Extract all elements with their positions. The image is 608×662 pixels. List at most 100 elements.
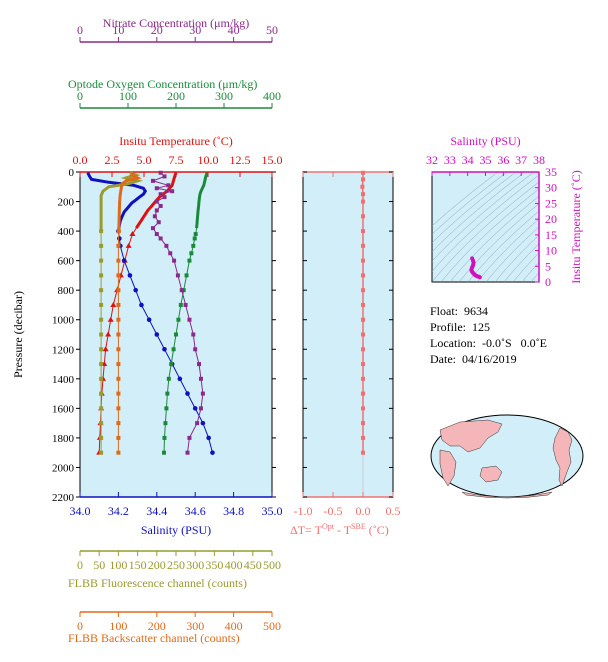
dt-axis-label: ΔT= TOpt - TSBE (˚C) [290, 522, 389, 537]
nitrate-point [195, 421, 200, 426]
temperature-point [107, 316, 114, 322]
oxygen-point [162, 450, 166, 455]
nitrate-point [198, 406, 203, 411]
backscatter-point [116, 362, 121, 367]
dt-point [361, 243, 365, 248]
ts-diagram: Salinity (PSU)32 33 34 35 36 37 38051015202530… [426, 134, 583, 289]
oxygen-tick-label: 100 [119, 89, 137, 103]
nitrate-point [162, 195, 167, 200]
temperature-point [125, 242, 132, 248]
dt-line [361, 172, 364, 453]
backscatter-series [116, 171, 142, 455]
backscatter-point [116, 406, 121, 411]
salinity-point [121, 258, 127, 263]
salinity-point [127, 273, 133, 278]
fluorescence-tick-label: 50 [93, 558, 105, 572]
isopycnal-line [432, 181, 539, 282]
temperature-point [105, 331, 112, 337]
nitrate-point [158, 236, 163, 241]
fluorescence-tick-label: 250 [167, 558, 185, 572]
backscatter-tick-label: 100 [109, 619, 127, 633]
fluorescence-point [99, 347, 104, 352]
dt-point [361, 192, 365, 197]
dt-point [361, 229, 365, 234]
salinity-point [192, 406, 198, 411]
ts-y-axis-label: Insitu Temperature (˚C) [569, 170, 583, 284]
dt-plot-area [302, 171, 394, 498]
isopycnal-line [458, 203, 539, 282]
fluorescence-tick-label: 200 [148, 558, 166, 572]
ts-plot-area [431, 171, 540, 283]
pressure-tick-label: 800 [58, 285, 75, 297]
ts-point [477, 275, 482, 280]
nitrate-point [164, 243, 169, 248]
salinity-point [162, 346, 167, 352]
backscatter-point [116, 317, 121, 322]
isopycnal-line [432, 172, 535, 262]
dt-point [361, 288, 365, 293]
nitrate-series [150, 170, 205, 455]
fluorescence-point [99, 376, 104, 381]
main-profile-plot: Pressure (decibar)0200400600800100012001… [11, 16, 283, 645]
ts-x-tick-label: 37 [515, 153, 527, 167]
oxygen-tick-label: 200 [167, 89, 185, 103]
dt-point [361, 450, 365, 455]
salinity-tick-label: 34.0 [70, 504, 91, 518]
dt-point [361, 406, 365, 411]
temperature-point [102, 346, 109, 352]
backscatter-point [116, 421, 121, 426]
backscatter-point [116, 243, 121, 248]
dt-tick-label: 0.5 [386, 504, 401, 518]
backscatter-point [116, 229, 121, 234]
ts-x-tick-label: 34 [462, 153, 474, 167]
world-map-inset [430, 414, 584, 499]
ts-y-tick-label: 25 [545, 196, 557, 210]
isopycnal-line [467, 210, 539, 282]
fluorescence-point [99, 288, 104, 293]
oxygen-point [162, 435, 167, 440]
isopycnal-line [503, 243, 539, 282]
dt-point [361, 170, 365, 175]
temperature-tick-label: 5.0 [137, 153, 152, 167]
nitrate-point [150, 226, 155, 231]
ts-y-tick-label: 15 [545, 228, 557, 242]
fluorescence-tick-label: 150 [129, 558, 147, 572]
nitrate-point [170, 189, 175, 194]
oxygen-point [176, 317, 181, 322]
nitrate-point [154, 208, 159, 213]
dt-point [361, 332, 365, 337]
backscatter-axis-label: FLBB Backscatter channel (counts) [68, 631, 240, 645]
backscatter-point [116, 332, 121, 337]
dt-point [361, 391, 365, 396]
temperature-tick-label: 10.0 [198, 153, 219, 167]
ts-x-tick-label: 38 [533, 153, 545, 167]
pressure-tick-label: 1600 [52, 403, 75, 415]
salinity-tick-label: 34.8 [223, 504, 244, 518]
salinity-line-upper [86, 172, 148, 232]
nitrate-point [197, 362, 202, 367]
salinity-point [139, 302, 144, 308]
fluorescence-point [99, 435, 104, 440]
pressure-tick-label: 1800 [52, 433, 75, 445]
dt-point [361, 177, 365, 182]
nitrate-point [156, 220, 161, 225]
salinity-tick-label: 34.6 [185, 504, 206, 518]
salinity-point [185, 391, 190, 396]
dt-tick-label: -0.5 [324, 504, 343, 518]
oxygen-axis-label: Optode Oxygen Concentration (μm/kg) [68, 77, 257, 91]
dt-point [361, 214, 365, 219]
dt-point [361, 273, 365, 278]
salinity-point [117, 236, 122, 241]
fluorescence-point [99, 317, 104, 322]
temperature-tick-label: 15.0 [262, 153, 283, 167]
isopycnal-line [432, 174, 539, 272]
pressure-tick-label: 400 [58, 226, 75, 238]
nitrate-point [154, 199, 159, 204]
salinity-point [133, 287, 138, 293]
nitrate-point [154, 232, 159, 237]
oxygen-point [187, 258, 192, 263]
fluorescence-tick-label: 100 [109, 558, 127, 572]
ts-x-tick-label: 33 [444, 153, 456, 167]
isopycnal-line [432, 172, 499, 227]
